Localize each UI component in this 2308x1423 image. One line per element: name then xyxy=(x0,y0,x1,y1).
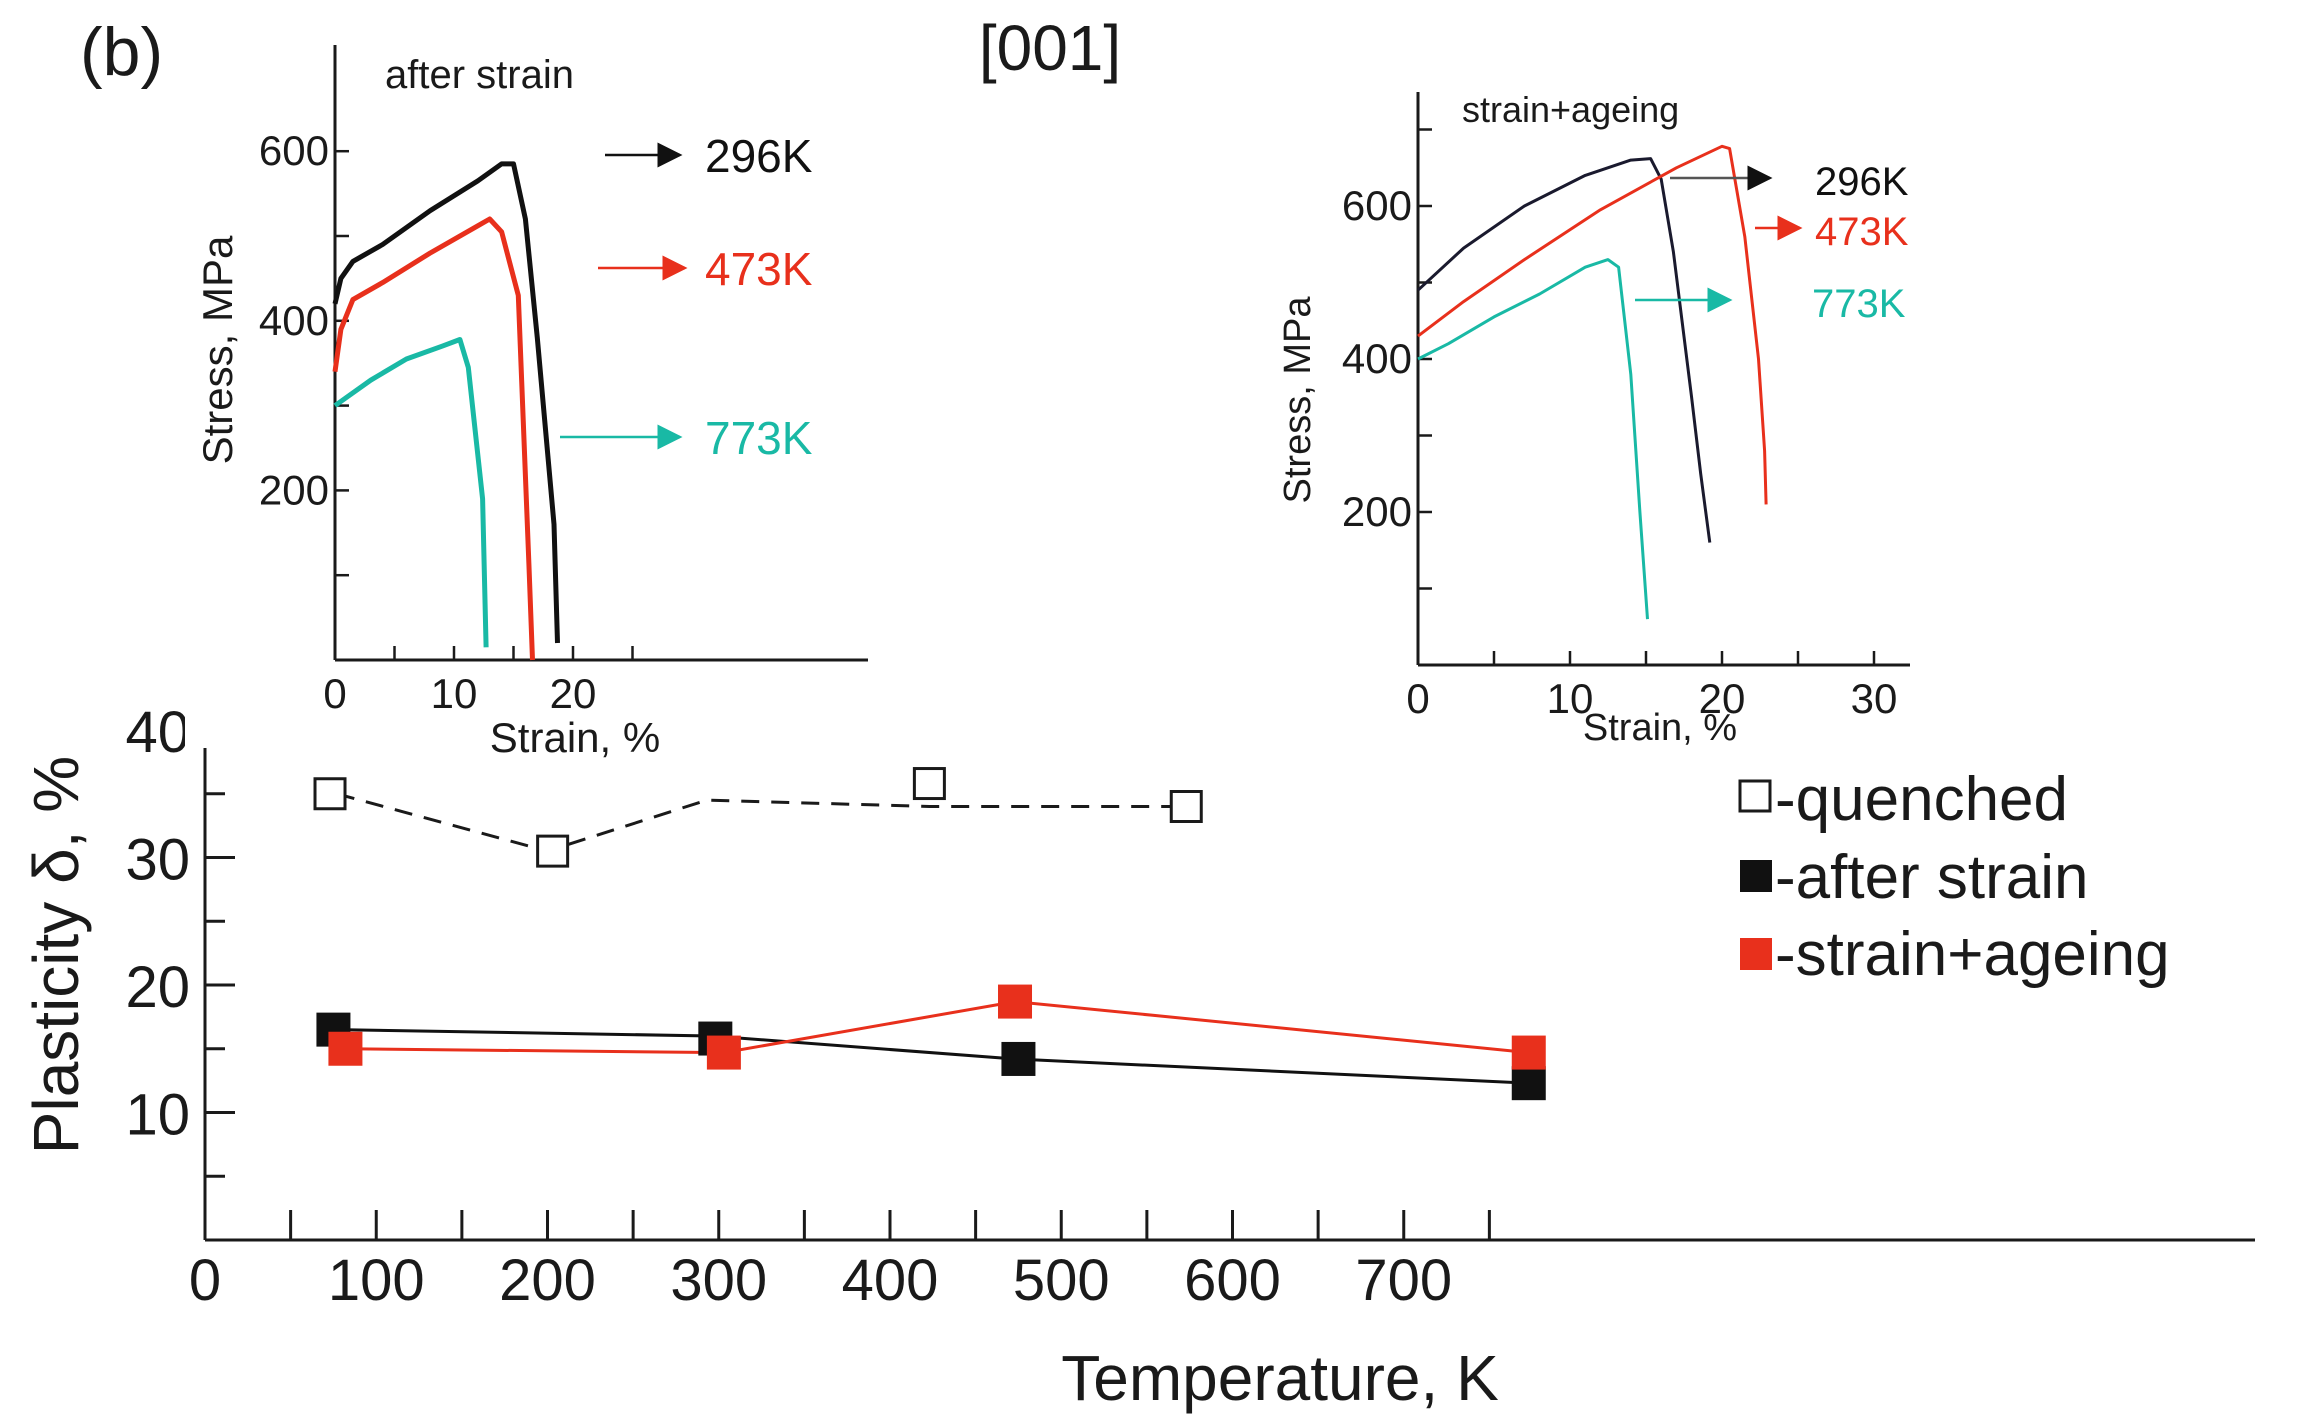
inset1-y-tick-label: 200 xyxy=(259,466,329,513)
data-point-quenched xyxy=(912,767,946,801)
inset-after-strain: after strain 0 10 20 200 400 600 Strain, % S… xyxy=(185,28,875,761)
main-x-tick-label: 100 xyxy=(328,1248,425,1313)
inset1-label-773K: 773K xyxy=(705,412,813,464)
data-point-quenched xyxy=(1169,790,1203,823)
main-legend: -quenched -after strain -strain+ageing xyxy=(1738,765,2170,989)
inset1-y-ticks: 200 400 600 xyxy=(259,127,349,577)
main-y-tick-label: 10 xyxy=(125,1083,190,1148)
inset1-x-tick-label: 0 xyxy=(323,670,346,717)
inset2-background xyxy=(1265,70,1915,760)
orientation-label: [001] xyxy=(979,12,1121,84)
data-point-after-strain xyxy=(1001,1041,1036,1076)
inset1-title: after strain xyxy=(385,53,574,97)
main-y-tick-label: 40 xyxy=(125,700,190,765)
inset2-x-ticks: 0 10 20 30 xyxy=(1406,651,1897,722)
inset-strain-ageing: strain+ageing 0 10 20 30 200 400 600 Strain, … xyxy=(1265,70,1915,760)
inset2-x-tick-label: 10 xyxy=(1547,675,1594,722)
inset1-curve-296k xyxy=(332,161,560,644)
inset1-x-ticks: 0 10 20 xyxy=(323,646,634,717)
main-x-tick-label: 700 xyxy=(1355,1248,1452,1313)
series-line-strain-ageing xyxy=(345,1000,1529,1055)
main-x-tick-label: 300 xyxy=(670,1248,767,1313)
legend-marker-quenched xyxy=(1738,779,1772,813)
data-point-strain-ageing xyxy=(706,1035,741,1070)
series-line-quenched xyxy=(336,792,1187,853)
inset2-label-473K: 473K xyxy=(1815,210,1909,254)
inset1-curve-773k xyxy=(333,337,489,648)
inset2-y-tick-label: 200 xyxy=(1342,488,1412,535)
inset2-title: strain+ageing xyxy=(1462,89,1679,130)
series-line-after-strain xyxy=(336,1028,1529,1085)
main-x-axis-label: Temperature, K xyxy=(1061,1342,1499,1414)
main-y-tick-label: 30 xyxy=(125,828,190,893)
main-x-tick-label: 500 xyxy=(1013,1248,1110,1313)
legend-entry-strain-ageing: -strain+ageing xyxy=(1740,920,2170,989)
main-y-tick-label: 20 xyxy=(125,955,190,1020)
data-point-strain-ageing xyxy=(328,1031,363,1066)
legend-marker-after-strain xyxy=(1740,860,1772,892)
data-point-strain-ageing xyxy=(998,984,1033,1019)
data-point-quenched xyxy=(313,777,347,811)
data-point-strain-ageing xyxy=(1511,1035,1546,1070)
main-series-points xyxy=(313,767,1546,1101)
inset2-x-tick-label: 0 xyxy=(1406,675,1429,722)
inset2-y-tick-label: 600 xyxy=(1342,182,1412,229)
inset2-label-296K: 296K xyxy=(1815,160,1909,204)
inset1-x-tick-label: 20 xyxy=(550,670,597,717)
legend-entry-after-strain: -after strain xyxy=(1740,843,2089,912)
main-x-ticks: 0 100 200 300 400 500 600 700 xyxy=(189,1210,1491,1313)
inset2-y-ticks: 200 400 600 xyxy=(1342,128,1432,590)
inset1-y-tick-label: 600 xyxy=(259,127,329,174)
inset2-annotations: 296K 473K 773K xyxy=(1635,160,1909,326)
inset2-curve-296k xyxy=(1416,157,1712,543)
legend-label-strain-ageing: -strain+ageing xyxy=(1775,920,2170,989)
inset2-curve-773k xyxy=(1417,258,1649,620)
inset1-x-tick-label: 10 xyxy=(431,670,478,717)
inset1-label-473K: 473K xyxy=(705,243,813,295)
inset1-y-axis-label: Stress, MPa xyxy=(194,235,241,464)
main-x-tick-label: 0 xyxy=(189,1248,221,1313)
legend-entry-quenched: -quenched xyxy=(1738,765,2068,834)
legend-marker-strain-ageing xyxy=(1740,938,1772,970)
main-x-tick-label: 600 xyxy=(1184,1248,1281,1313)
inset2-curves xyxy=(1416,144,1768,620)
data-point-quenched xyxy=(536,834,570,868)
main-y-axis-label: Plasticity δ, % xyxy=(20,756,92,1154)
data-point-after-strain xyxy=(1511,1066,1546,1101)
main-series-lines xyxy=(336,792,1529,1085)
main-x-tick-label: 200 xyxy=(499,1248,596,1313)
inset2-y-axis-label: Stress, MPa xyxy=(1277,296,1319,504)
legend-label-quenched: -quenched xyxy=(1775,765,2068,834)
inset2-x-tick-label: 30 xyxy=(1851,675,1898,722)
inset1-label-296K: 296K xyxy=(705,130,813,182)
inset1-x-axis-label: Strain, % xyxy=(490,714,660,761)
legend-label-after-strain: -after strain xyxy=(1775,843,2089,912)
inset1-curve-473k xyxy=(332,216,535,661)
inset2-y-tick-label: 400 xyxy=(1342,335,1412,382)
inset2-curve-473k xyxy=(1417,144,1768,505)
panel-label: (b) xyxy=(80,14,163,90)
inset1-curves xyxy=(332,161,560,661)
main-y-ticks: 10 20 30 40 xyxy=(125,664,235,1178)
inset1-y-tick-label: 400 xyxy=(259,297,329,344)
main-x-tick-label: 400 xyxy=(842,1248,939,1313)
inset1-annotations: 296K 473K 773K xyxy=(560,130,813,464)
inset2-x-axis-label: Strain, % xyxy=(1583,707,1737,749)
inset2-label-773K: 773K xyxy=(1812,282,1906,326)
inset2-x-tick-label: 20 xyxy=(1699,675,1746,722)
